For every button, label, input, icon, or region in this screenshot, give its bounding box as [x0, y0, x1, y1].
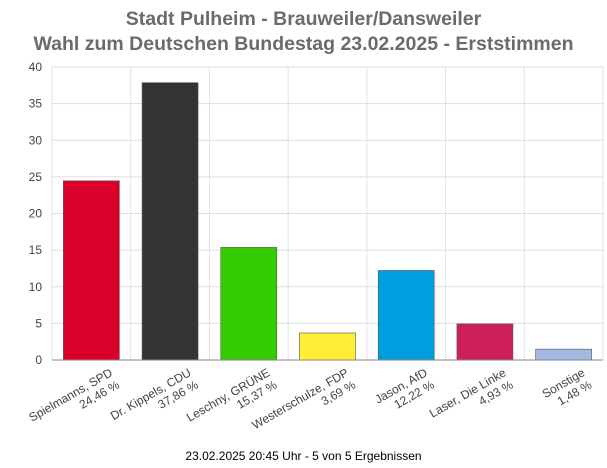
bar-2	[220, 247, 278, 361]
y-tick-label: 0	[35, 353, 42, 367]
bar-5	[456, 323, 514, 361]
chart-subtitle: Wahl zum Deutschen Bundestag 23.02.2025 …	[33, 33, 574, 55]
bar-1	[141, 82, 199, 361]
y-tick-label: 40	[29, 60, 43, 74]
bar-6	[535, 348, 592, 361]
bar-4	[377, 270, 435, 361]
bar-0	[63, 180, 120, 361]
y-tick-label: 5	[35, 316, 42, 330]
x-tick-label: Laser, Die Linke4,93 %	[427, 365, 516, 432]
y-tick-label: 15	[29, 243, 43, 257]
y-tick-label: 35	[29, 97, 43, 111]
result-status: 23.02.2025 20:45 Uhr - 5 von 5 Ergebniss…	[185, 449, 422, 463]
y-tick-label: 20	[29, 207, 43, 221]
y-tick-label: 30	[29, 133, 43, 147]
y-tick-label: 25	[29, 170, 43, 184]
chart-title: Stadt Pulheim - Brauweiler/Dansweiler	[125, 8, 482, 30]
x-tick-label: Spielmanns, SPD24,46 %	[26, 365, 122, 436]
x-tick-label: Dr. Kippels, CDU37,86 %	[108, 365, 201, 435]
x-tick-label: Sonstige1,48 %	[540, 365, 595, 413]
bar-3	[299, 332, 356, 361]
y-tick-label: 10	[29, 280, 43, 294]
